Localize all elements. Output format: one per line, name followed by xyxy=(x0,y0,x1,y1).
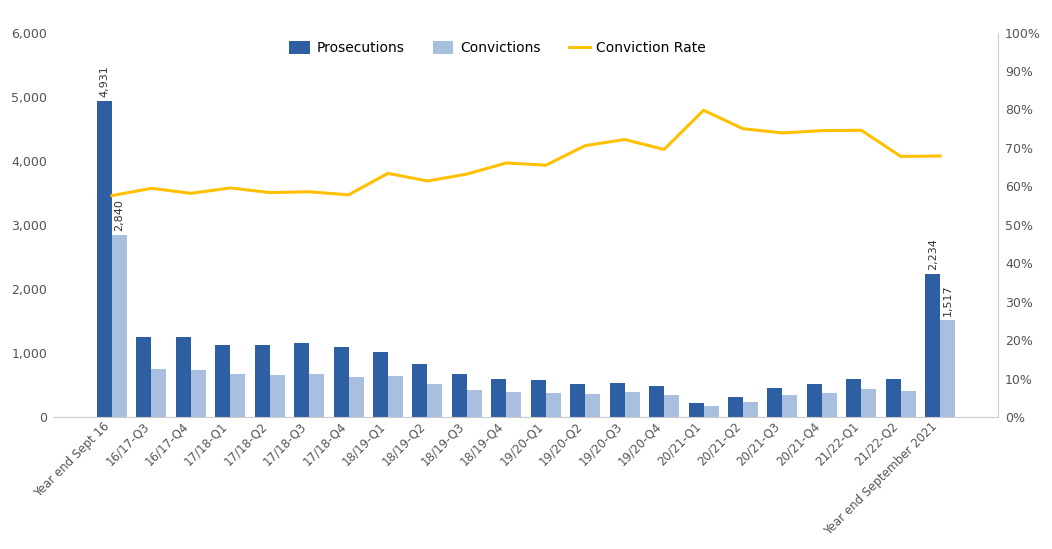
Bar xyxy=(940,320,955,417)
Bar xyxy=(333,348,348,417)
Bar xyxy=(176,337,190,417)
Bar xyxy=(151,369,166,417)
Conviction Rate xyxy=(934,153,947,159)
Conviction Rate xyxy=(815,127,828,134)
Bar xyxy=(846,379,862,417)
Conviction Rate xyxy=(736,125,749,132)
Conviction Rate xyxy=(697,107,710,114)
Conviction Rate xyxy=(500,160,512,166)
Text: 2,234: 2,234 xyxy=(928,238,937,270)
Line: Conviction Rate: Conviction Rate xyxy=(112,110,940,195)
Bar xyxy=(570,384,585,417)
Bar xyxy=(491,379,506,417)
Bar xyxy=(269,375,285,417)
Bar xyxy=(97,101,112,417)
Text: 4,931: 4,931 xyxy=(100,65,109,97)
Conviction Rate xyxy=(342,192,355,198)
Bar xyxy=(112,235,127,417)
Legend: Prosecutions, Convictions, Conviction Rate: Prosecutions, Convictions, Conviction Ra… xyxy=(284,36,712,61)
Bar xyxy=(230,374,245,417)
Bar xyxy=(546,393,561,417)
Bar xyxy=(767,388,783,417)
Conviction Rate xyxy=(619,136,631,143)
Bar xyxy=(610,383,625,417)
Bar xyxy=(664,395,680,417)
Bar xyxy=(373,352,388,417)
Bar xyxy=(295,343,309,417)
Bar xyxy=(427,384,443,417)
Conviction Rate xyxy=(184,190,197,197)
Conviction Rate xyxy=(303,188,316,195)
Conviction Rate xyxy=(224,184,237,191)
Bar xyxy=(531,380,546,417)
Bar xyxy=(412,364,427,417)
Bar xyxy=(467,390,482,417)
Bar xyxy=(309,373,324,417)
Bar xyxy=(822,393,836,417)
Bar xyxy=(137,337,151,417)
Conviction Rate xyxy=(855,127,868,133)
Bar xyxy=(388,376,403,417)
Conviction Rate xyxy=(105,192,118,199)
Bar xyxy=(862,389,876,417)
Conviction Rate xyxy=(776,130,789,136)
Bar xyxy=(452,373,467,417)
Conviction Rate xyxy=(263,189,276,196)
Conviction Rate xyxy=(382,170,394,177)
Bar xyxy=(704,406,719,417)
Bar xyxy=(925,274,940,417)
Conviction Rate xyxy=(540,162,552,169)
Text: 1,517: 1,517 xyxy=(943,284,953,316)
Bar xyxy=(689,403,704,417)
Conviction Rate xyxy=(579,142,591,149)
Conviction Rate xyxy=(461,171,473,177)
Bar xyxy=(255,345,269,417)
Bar xyxy=(625,392,640,417)
Bar xyxy=(886,379,901,417)
Conviction Rate xyxy=(145,185,158,192)
Bar xyxy=(901,391,915,417)
Bar xyxy=(783,395,797,417)
Bar xyxy=(649,386,664,417)
Text: 2,840: 2,840 xyxy=(115,199,124,231)
Bar xyxy=(216,345,230,417)
Bar xyxy=(807,384,822,417)
Conviction Rate xyxy=(894,153,907,160)
Bar xyxy=(190,371,206,417)
Bar xyxy=(506,392,522,417)
Bar xyxy=(585,394,601,417)
Conviction Rate xyxy=(421,178,433,184)
Bar xyxy=(348,377,364,417)
Bar xyxy=(743,402,757,417)
Conviction Rate xyxy=(658,146,670,153)
Bar xyxy=(728,396,743,417)
